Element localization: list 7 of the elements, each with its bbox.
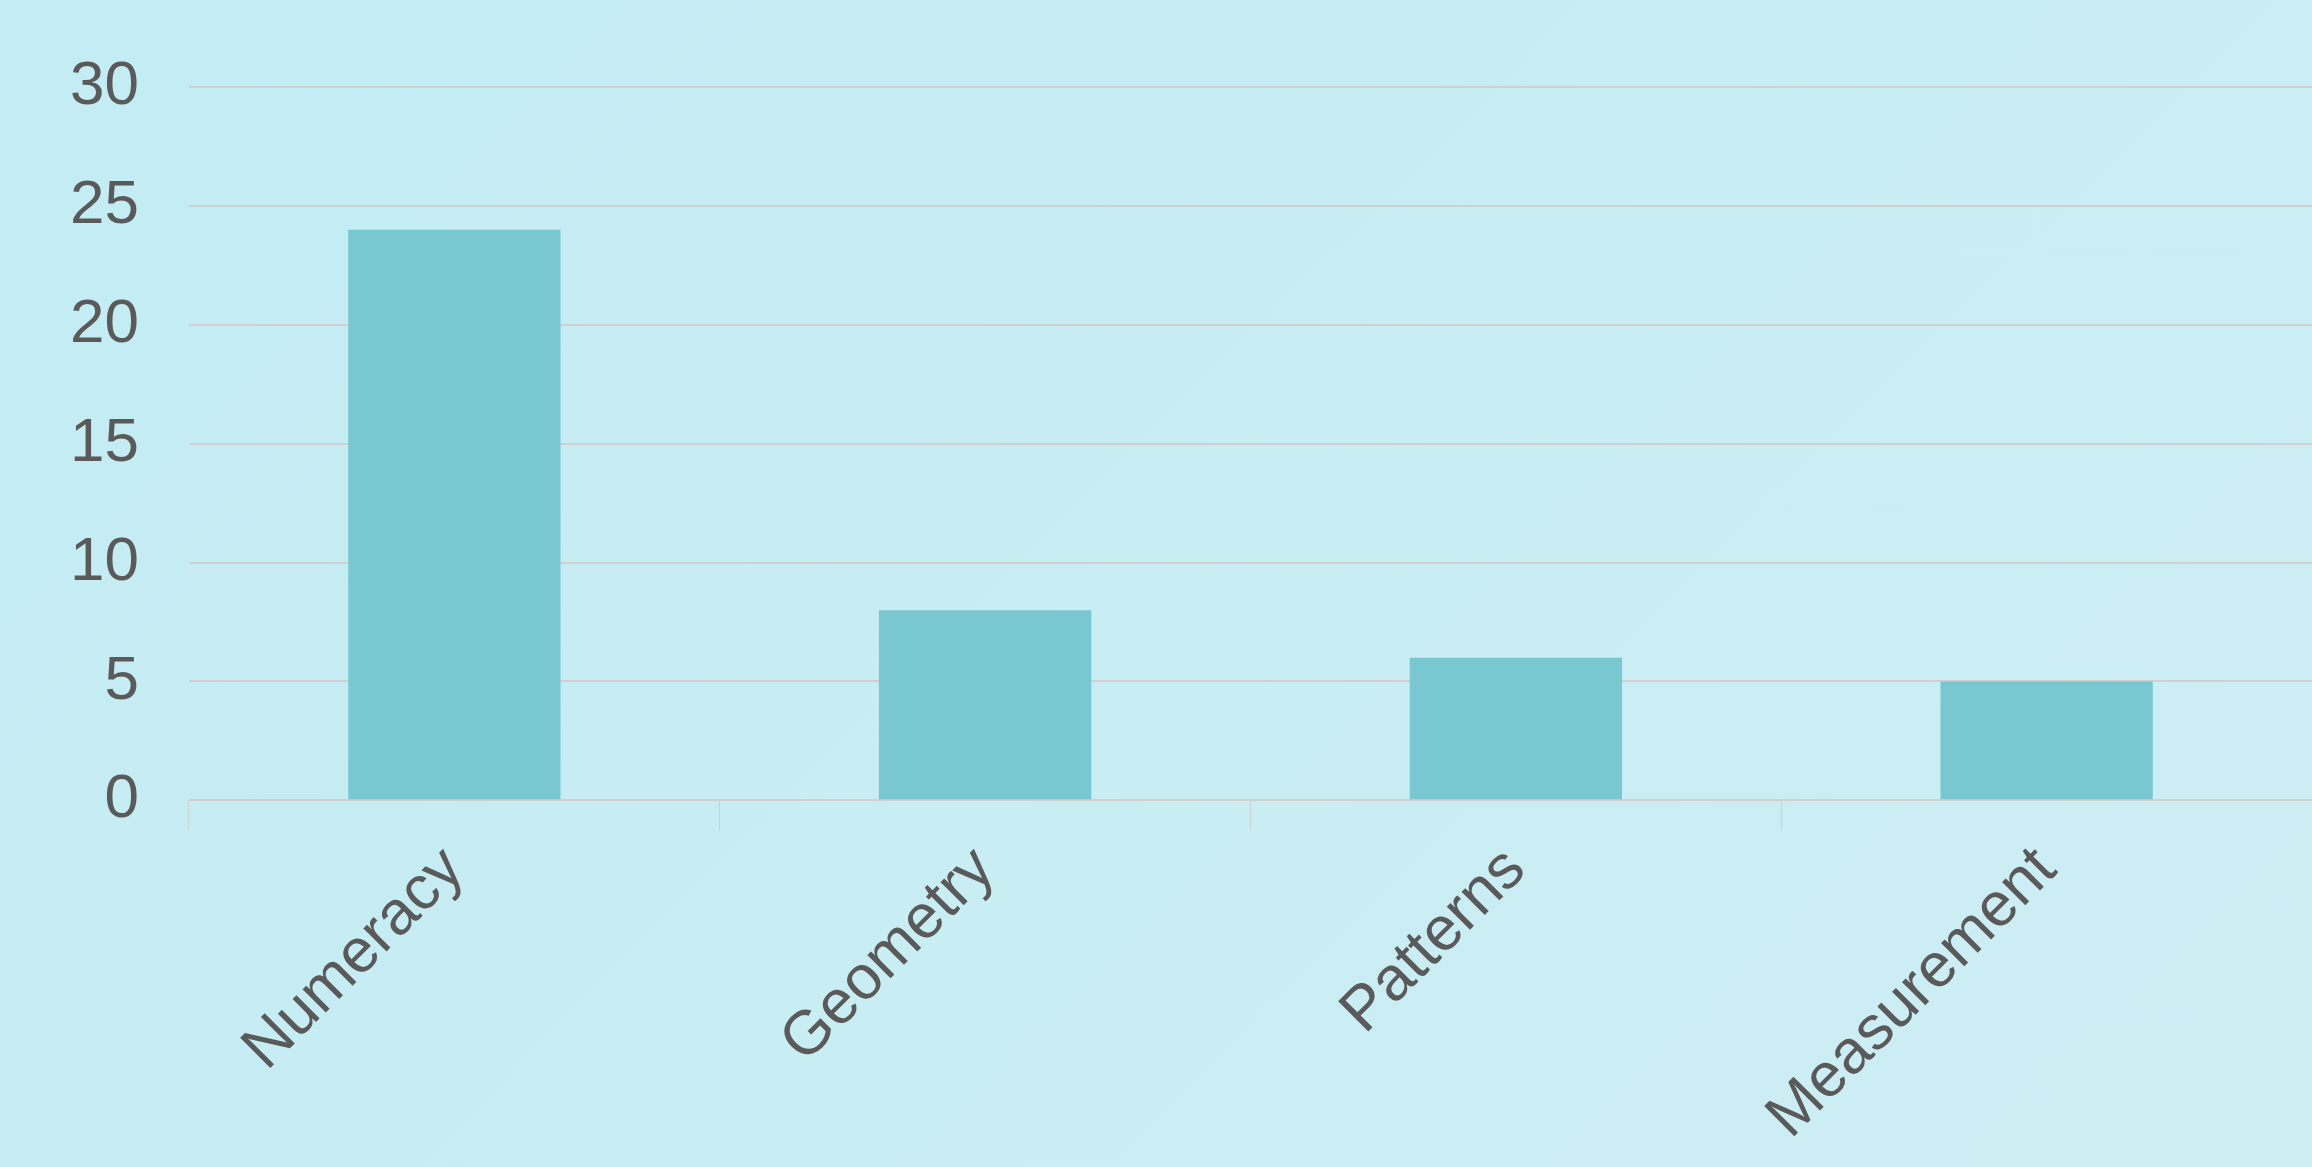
y-tick-label: 30 bbox=[69, 48, 139, 118]
y-tick-label: 25 bbox=[69, 167, 139, 237]
y-tick-label: 15 bbox=[69, 404, 139, 474]
y-tick-label: 20 bbox=[69, 286, 139, 356]
y-tick-label: 10 bbox=[69, 523, 139, 593]
y-tick-label: 0 bbox=[104, 761, 139, 831]
y-tick-label: 5 bbox=[104, 642, 139, 712]
